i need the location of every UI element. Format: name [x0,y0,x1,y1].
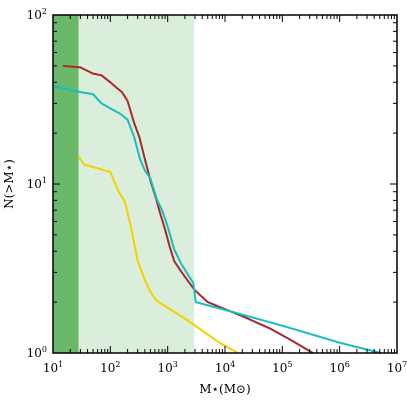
y-axis-label: N(>M⋆) [2,159,16,209]
x-tick-label: 104 [215,360,235,375]
shaded-regions [53,15,195,353]
plot-frame [52,14,398,354]
series-lines [52,64,381,354]
x-axis-label: M⋆(M⊙) [199,382,251,396]
x-tick-label: 101 [43,360,63,375]
x-tick-labels: 101 102 103 104 105 106 107 [43,360,407,375]
shaded-region-1 [78,15,195,353]
y-tick-label: 100 [27,345,47,360]
y-tick-label: 102 [27,7,47,22]
series-line-1 [52,85,381,354]
x-tick-label: 107 [387,360,407,375]
x-tick-label: 105 [272,360,292,375]
series-line-2 [77,156,239,354]
y-tick-labels: 100 101 102 [27,7,47,360]
x-tick-label: 106 [329,360,349,375]
x-tick-label: 103 [157,360,177,375]
x-tick-label: 102 [100,360,120,375]
y-tick-label: 101 [27,176,47,191]
